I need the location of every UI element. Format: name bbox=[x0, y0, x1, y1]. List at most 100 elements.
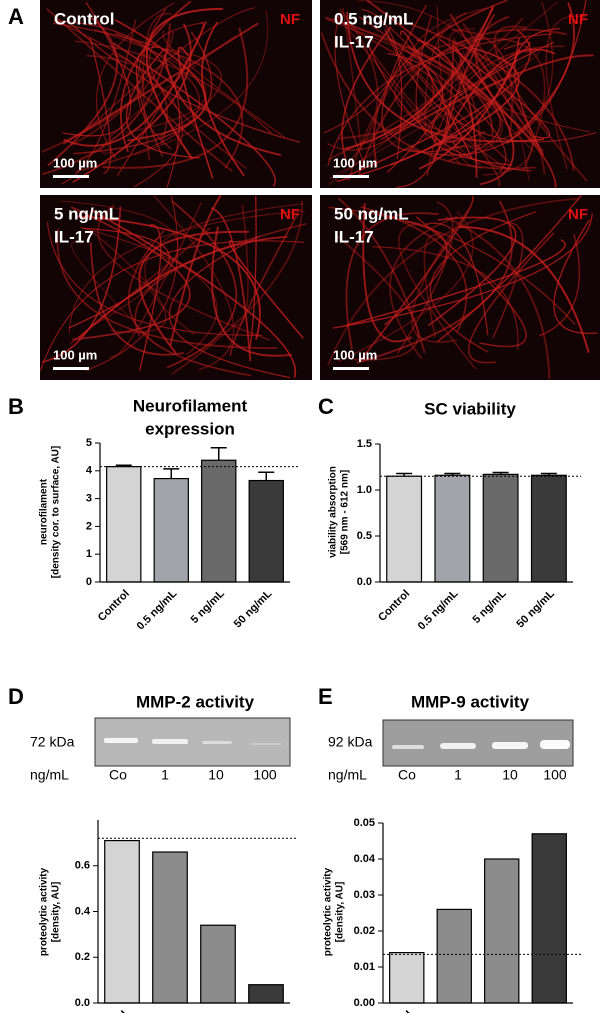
fiber bbox=[332, 213, 593, 329]
fiber bbox=[76, 215, 261, 340]
fiber bbox=[171, 200, 303, 375]
fiber bbox=[339, 8, 379, 166]
fibers bbox=[327, 194, 598, 380]
y-tick-label: 1.5 bbox=[357, 438, 372, 450]
fiber bbox=[346, 11, 545, 143]
band-size: 92 kDa bbox=[328, 734, 373, 750]
stain-label: NF bbox=[280, 11, 300, 28]
gel-band bbox=[250, 743, 282, 745]
y-axis-label: [569 nm - 612 nm] bbox=[340, 470, 351, 554]
fiber bbox=[398, 223, 477, 370]
bar bbox=[104, 839, 140, 1004]
gel-band bbox=[202, 741, 232, 744]
bar bbox=[106, 466, 142, 583]
bar bbox=[200, 924, 236, 1004]
image-label: IL-17 bbox=[334, 227, 374, 246]
fiber bbox=[545, 15, 586, 170]
lane-label: 1 bbox=[161, 767, 169, 783]
fiber bbox=[85, 195, 179, 371]
y-tick-label: 0.4 bbox=[75, 905, 91, 917]
fiber bbox=[345, 212, 439, 350]
fiber bbox=[228, 240, 304, 339]
stain-label: NF bbox=[280, 206, 300, 223]
fibers bbox=[40, 194, 307, 379]
fiber bbox=[144, 203, 304, 336]
fiber bbox=[327, 197, 580, 366]
scale-label: 100 µm bbox=[333, 347, 377, 362]
bar bbox=[386, 475, 423, 583]
gel-band bbox=[540, 740, 570, 749]
scale-label: 100 µm bbox=[53, 347, 97, 362]
stain-label: NF bbox=[568, 11, 588, 28]
chart-title: MMP-9 activity bbox=[411, 692, 530, 711]
fiber bbox=[334, 12, 364, 161]
panel-label: D bbox=[8, 684, 24, 709]
image-label: 0.5 ng/mL bbox=[334, 9, 413, 28]
x-tick-label: 1 ng/mL bbox=[424, 1008, 463, 1013]
fiber bbox=[75, 32, 200, 173]
scale-bar bbox=[53, 367, 89, 370]
x-tick-label: 0.5 ng/mL bbox=[135, 587, 180, 632]
y-tick-label: 0.00 bbox=[354, 997, 375, 1009]
fiber bbox=[538, 233, 581, 337]
lane-label: 10 bbox=[208, 767, 224, 783]
fiber bbox=[71, 241, 159, 347]
panel-label: C bbox=[318, 394, 334, 419]
fiber bbox=[400, 30, 474, 160]
y-tick-label: 2 bbox=[86, 520, 92, 532]
fiber bbox=[53, 19, 184, 188]
fiber bbox=[430, 37, 546, 172]
fiber bbox=[360, 205, 468, 333]
fiber bbox=[407, 45, 502, 162]
bar bbox=[389, 951, 425, 1004]
x-tick-label: 5 ng/mL bbox=[470, 587, 509, 626]
y-tick-label: 0.05 bbox=[354, 817, 375, 829]
x-tick-label: Control bbox=[96, 588, 132, 624]
fiber bbox=[342, 8, 362, 151]
x-tick-label: Control bbox=[379, 1009, 415, 1013]
x-tick-label: 50 ng/mL bbox=[514, 588, 557, 631]
y-tick-label: 0.0 bbox=[75, 997, 90, 1009]
fiber bbox=[114, 19, 207, 142]
gel-band bbox=[440, 743, 476, 749]
fiber bbox=[372, 246, 519, 350]
dose-unit: ng/mL bbox=[30, 767, 69, 783]
fiber bbox=[46, 221, 263, 336]
fiber bbox=[102, 27, 249, 169]
y-tick-label: 0.5 bbox=[357, 530, 372, 542]
bar bbox=[482, 473, 519, 583]
fiber bbox=[467, 232, 555, 364]
fiber bbox=[326, 18, 503, 152]
image-label: 50 ng/mL bbox=[334, 204, 409, 223]
fiber bbox=[443, 13, 496, 142]
fiber bbox=[127, 229, 252, 377]
fiber bbox=[381, 4, 466, 153]
fiber bbox=[432, 48, 556, 161]
scale-bar bbox=[333, 367, 369, 370]
fiber bbox=[394, 36, 485, 138]
fiber bbox=[100, 35, 236, 154]
fiber bbox=[62, 22, 259, 145]
x-tick-label: 10 ng/mL bbox=[184, 1009, 227, 1013]
fiber bbox=[234, 204, 249, 327]
bar bbox=[436, 908, 472, 1004]
fiber bbox=[426, 45, 565, 177]
y-axis-label: neurofilament bbox=[39, 478, 50, 545]
fiber bbox=[451, 29, 514, 138]
band-size: 72 kDa bbox=[30, 734, 75, 750]
fiber bbox=[328, 206, 576, 325]
fiber bbox=[56, 228, 278, 349]
fiber bbox=[425, 222, 489, 336]
fiber bbox=[159, 48, 222, 137]
fiber bbox=[94, 29, 207, 134]
fiber bbox=[397, 201, 454, 354]
fiber bbox=[211, 226, 292, 357]
y-tick-label: 0.02 bbox=[354, 925, 375, 937]
fiber bbox=[327, 7, 494, 151]
y-tick-label: 0.6 bbox=[75, 860, 90, 872]
fiber bbox=[168, 235, 291, 379]
error-bar bbox=[210, 446, 227, 461]
x-tick-label: 10 ng/mL bbox=[467, 1009, 510, 1013]
fiber bbox=[404, 20, 575, 171]
y-axis-label: [density, AU] bbox=[335, 882, 346, 943]
